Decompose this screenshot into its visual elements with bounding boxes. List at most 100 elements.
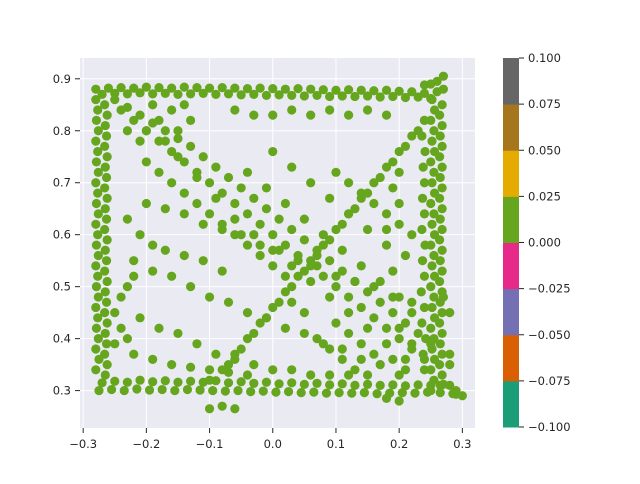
data-point (400, 354, 411, 364)
data-point (236, 183, 246, 193)
data-point (211, 89, 221, 99)
data-point (102, 193, 112, 203)
data-point (356, 85, 366, 95)
data-point (394, 86, 404, 96)
data-point (230, 404, 240, 414)
data-point (287, 365, 297, 375)
data-point (435, 360, 445, 370)
data-point (242, 308, 253, 318)
data-point (388, 354, 398, 364)
data-point (394, 198, 404, 209)
data-point (356, 354, 366, 364)
data-point (173, 152, 183, 162)
data-point (93, 188, 103, 198)
data-point (435, 256, 445, 266)
data-point (413, 328, 423, 339)
colorbar-tick-label: −0.075 (528, 374, 571, 388)
data-point (110, 339, 120, 349)
data-point (274, 90, 284, 100)
data-point (157, 384, 167, 395)
data-point (426, 282, 436, 292)
data-point (217, 266, 227, 276)
data-point (318, 339, 328, 349)
data-point (167, 271, 177, 281)
data-point (192, 172, 202, 183)
data-point (249, 110, 259, 120)
data-point (167, 360, 177, 370)
data-point (135, 230, 145, 240)
data-point (400, 365, 411, 375)
data-point (268, 146, 278, 157)
data-point (419, 302, 430, 313)
data-point (204, 83, 215, 93)
data-point (437, 183, 447, 193)
data-point (198, 219, 208, 229)
data-point (148, 100, 158, 110)
data-point (119, 385, 129, 396)
data-point (344, 292, 354, 302)
data-point (429, 209, 439, 219)
data-point (344, 370, 354, 380)
y-tick-label: 0.4 (53, 332, 71, 346)
data-point (101, 339, 112, 349)
data-point (312, 261, 322, 271)
data-point (255, 219, 265, 229)
data-point (362, 91, 373, 101)
data-point (261, 183, 272, 193)
data-point (435, 318, 445, 328)
data-point (91, 84, 101, 94)
data-point (287, 282, 297, 292)
data-point (400, 318, 411, 328)
data-point (100, 308, 110, 318)
data-point (246, 387, 256, 397)
data-point (91, 157, 102, 167)
data-point (344, 308, 354, 318)
data-point (148, 266, 158, 276)
data-point (381, 224, 392, 235)
data-point (426, 198, 436, 209)
data-point (451, 385, 461, 396)
data-point (198, 88, 208, 98)
data-point (129, 271, 139, 281)
data-point (426, 339, 436, 349)
data-point (100, 162, 110, 172)
data-point (437, 308, 447, 318)
data-point (369, 349, 379, 359)
data-point (438, 292, 448, 302)
data-point (160, 88, 170, 98)
data-point (362, 379, 373, 389)
data-point (179, 188, 189, 198)
data-point (198, 256, 208, 266)
data-point (388, 308, 398, 318)
data-point (427, 261, 437, 271)
data-point (394, 146, 404, 157)
data-point (102, 276, 112, 287)
y-axis-ticks: 0.3 0.4 0.5 0.6 0.7 0.8 0.9 (53, 72, 80, 398)
data-point (249, 328, 259, 339)
data-point (280, 240, 290, 250)
data-point (394, 167, 404, 177)
data-point (420, 146, 430, 157)
data-point (350, 365, 360, 375)
data-point (435, 388, 445, 398)
data-point (135, 136, 145, 146)
data-point (154, 167, 164, 177)
data-point (135, 110, 145, 120)
data-point (388, 292, 398, 302)
colorbar (503, 58, 519, 428)
data-point (230, 214, 240, 224)
data-point (242, 84, 253, 94)
data-point (287, 105, 297, 115)
data-point (208, 385, 218, 396)
data-point (236, 344, 246, 354)
data-point (417, 256, 428, 266)
data-point (337, 344, 347, 354)
data-point (91, 302, 101, 313)
data-point (274, 214, 284, 224)
data-point (400, 381, 411, 391)
data-point (135, 375, 145, 385)
data-point (344, 110, 354, 120)
data-point (375, 297, 385, 307)
data-point (261, 313, 272, 323)
data-point (413, 92, 423, 102)
